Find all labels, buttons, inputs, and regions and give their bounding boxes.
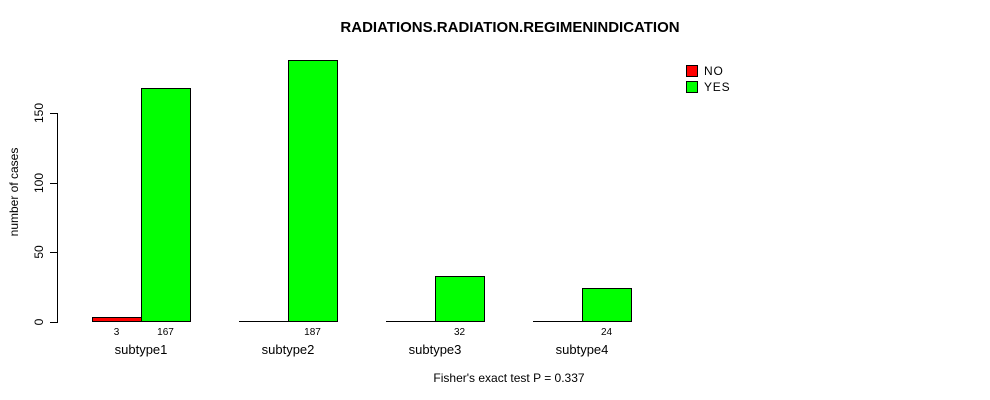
y-axis-line (57, 113, 58, 323)
x-category-label: subtype3 (408, 342, 462, 357)
bar-yes-subtype2 (288, 60, 338, 322)
x-category-label: subtype2 (261, 342, 315, 357)
legend-label-yes: YES (704, 80, 731, 94)
y-tick-label: 0 (32, 318, 46, 326)
bar-value-label: 32 (453, 327, 466, 338)
legend-swatch-no-icon (686, 65, 698, 77)
chart-title: RADIATIONS.RADIATION.REGIMENINDICATION (340, 19, 680, 36)
y-axis-title: number of cases (7, 147, 21, 237)
y-tick-label: 150 (32, 102, 46, 124)
bar-value-label: 187 (304, 327, 321, 338)
x-category-label: subtype1 (114, 342, 168, 357)
legend: NO YES (686, 64, 730, 94)
y-tick-label: 100 (32, 172, 46, 194)
bar-value-label: 24 (600, 327, 613, 338)
bar-yes-subtype3 (435, 276, 485, 322)
y-tick (50, 252, 57, 253)
y-tick-label: 50 (32, 245, 46, 259)
y-tick (50, 113, 57, 114)
bar-no-subtype1 (92, 317, 142, 322)
y-tick (50, 322, 57, 323)
bar-yes-subtype1 (141, 88, 191, 322)
bar-value-label: 167 (157, 327, 174, 338)
bar-yes-subtype4 (582, 288, 632, 322)
legend-item-no: NO (686, 64, 730, 78)
legend-item-yes: YES (686, 80, 730, 94)
y-tick (50, 183, 57, 184)
legend-label-no: NO (704, 64, 724, 78)
legend-swatch-yes-icon (686, 81, 698, 93)
annotation-text: Fisher's exact test P = 0.337 (433, 371, 585, 385)
bar-value-label: 3 (113, 327, 120, 338)
x-category-label: subtype4 (555, 342, 609, 357)
